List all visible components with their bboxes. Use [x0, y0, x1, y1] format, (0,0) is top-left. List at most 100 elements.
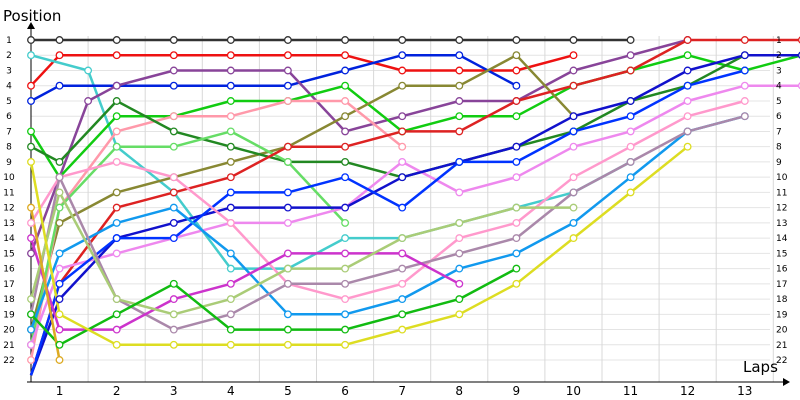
data-point: [626, 112, 635, 121]
data-point: [398, 157, 407, 166]
x-tick-label: 9: [513, 384, 521, 398]
data-point: [626, 97, 635, 105]
data-point: [683, 97, 692, 105]
data-point: [512, 173, 521, 182]
data-point: [27, 81, 35, 90]
data-point: [226, 173, 235, 182]
data-point: [398, 127, 407, 136]
data-point: [341, 157, 350, 166]
data-point: [112, 188, 121, 197]
data-point: [341, 127, 350, 136]
x-axis-label: Laps: [743, 358, 778, 376]
data-point: [569, 36, 578, 44]
y-tick-label: 18: [3, 295, 15, 305]
data-point: [55, 188, 64, 197]
data-point: [626, 51, 635, 60]
data-point: [341, 81, 350, 90]
y-tick-label: 9: [776, 158, 782, 168]
data-point: [27, 157, 35, 166]
data-point: [283, 218, 292, 227]
data-point: [512, 66, 521, 75]
data-point: [283, 249, 292, 258]
data-point: [55, 81, 64, 90]
data-point: [283, 142, 292, 151]
data-point: [112, 203, 121, 212]
data-point: [398, 295, 407, 304]
y-tick-label: 19: [3, 310, 15, 320]
data-point: [226, 112, 235, 121]
data-point: [84, 66, 93, 75]
data-point: [112, 218, 121, 227]
data-point: [169, 325, 178, 334]
y-tick-label: 15: [3, 249, 14, 259]
data-point: [626, 36, 635, 44]
data-point: [512, 203, 521, 212]
data-point: [569, 51, 578, 60]
data-point: [341, 279, 350, 288]
data-point: [27, 51, 35, 60]
data-point: [569, 66, 578, 75]
data-point: [341, 264, 350, 273]
data-point: [341, 218, 350, 227]
data-point: [226, 340, 235, 349]
data-point: [569, 81, 578, 90]
data-point: [455, 279, 464, 288]
data-point: [512, 142, 521, 151]
data-point: [626, 188, 635, 197]
data-point: [27, 249, 35, 258]
x-tick-label: 7: [398, 384, 406, 398]
data-point: [512, 279, 521, 288]
data-point: [398, 66, 407, 75]
data-point: [455, 295, 464, 304]
data-point: [55, 157, 64, 166]
x-axis-arrow: [783, 378, 790, 386]
data-point: [283, 264, 292, 273]
data-point: [341, 97, 350, 105]
data-point: [169, 142, 178, 151]
y-tick-label: 13: [776, 219, 787, 229]
data-point: [112, 249, 121, 258]
data-point: [455, 264, 464, 273]
series-line: [30, 54, 746, 179]
data-point: [398, 51, 407, 60]
data-point: [169, 234, 178, 243]
data-point: [283, 188, 292, 197]
data-point: [112, 81, 121, 90]
data-point: [683, 51, 692, 60]
y-tick-label: 1: [6, 36, 12, 46]
x-tick-label: 12: [680, 384, 695, 398]
data-point: [226, 310, 235, 319]
data-point: [512, 249, 521, 258]
data-point: [341, 112, 350, 121]
data-point: [569, 188, 578, 197]
data-point: [283, 340, 292, 349]
data-point: [55, 249, 64, 258]
data-point: [626, 142, 635, 151]
data-point: [512, 97, 521, 105]
y-axis-arrow: [27, 22, 35, 29]
data-point: [626, 66, 635, 75]
y-tick-label: 8: [776, 143, 782, 153]
y-tick-label: 22: [3, 356, 14, 366]
x-tick-label: 13: [737, 384, 752, 398]
data-point: [226, 97, 235, 105]
y-tick-label: 2: [6, 51, 12, 61]
data-point: [55, 340, 64, 349]
y-tick-label: 10: [776, 173, 788, 183]
y-tick-label: 11: [776, 188, 787, 198]
data-point: [455, 112, 464, 121]
data-point: [683, 142, 692, 151]
data-point: [740, 36, 749, 44]
y-axis-label: Position: [3, 7, 61, 25]
data-point: [169, 66, 178, 75]
data-point: [226, 295, 235, 304]
data-point: [169, 173, 178, 182]
y-tick-label: 10: [3, 173, 15, 183]
data-point: [84, 97, 93, 105]
data-point: [626, 127, 635, 136]
y-tick-label: 8: [6, 143, 12, 153]
data-point: [226, 157, 235, 166]
chart-series: [27, 36, 800, 376]
data-point: [283, 51, 292, 60]
